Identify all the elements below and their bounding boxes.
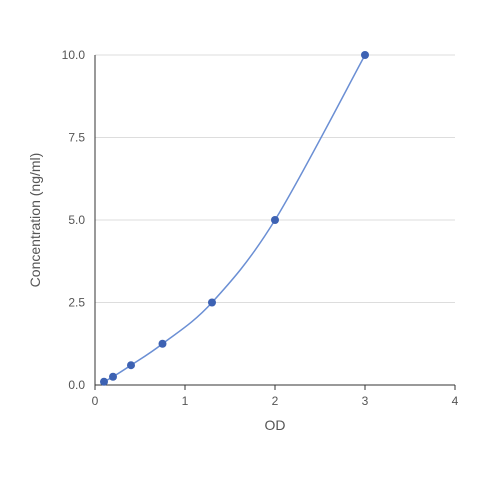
data-point	[271, 216, 279, 224]
y-tick-label: 2.5	[68, 296, 85, 310]
y-tick-label: 5.0	[68, 213, 85, 227]
y-axis-title: Concentration (ng/ml)	[27, 153, 43, 288]
x-tick-label: 3	[362, 394, 369, 408]
data-point	[127, 361, 135, 369]
x-axis-title: OD	[265, 417, 286, 433]
y-tick-label: 10.0	[62, 48, 86, 62]
x-tick-label: 4	[452, 394, 459, 408]
data-point	[100, 378, 108, 386]
x-tick-label: 1	[182, 394, 189, 408]
standard-curve-chart: 0.0 2.5 5.0 7.5 10.0 0 1 2 3 4 OD Concentration (ng…	[0, 0, 500, 500]
chart-background	[0, 0, 500, 500]
data-point	[109, 373, 117, 381]
x-tick-label: 0	[92, 394, 99, 408]
y-tick-label: 0.0	[68, 378, 85, 392]
x-tick-label: 2	[272, 394, 279, 408]
y-tick-label: 7.5	[68, 131, 85, 145]
data-point	[208, 299, 216, 307]
data-point	[361, 51, 369, 59]
chart-svg: 0.0 2.5 5.0 7.5 10.0 0 1 2 3 4 OD Concentration (ng…	[0, 0, 500, 500]
data-point	[159, 340, 167, 348]
